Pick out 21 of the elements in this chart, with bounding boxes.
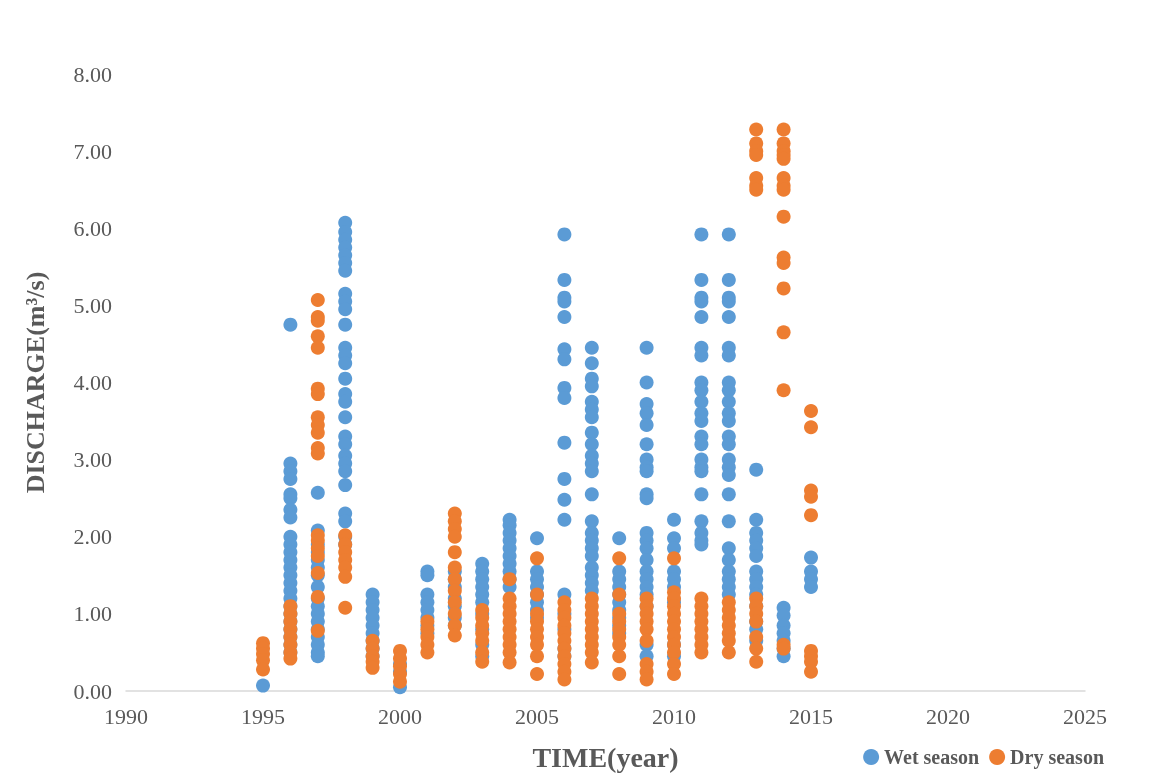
y-tick-label: 2.00	[73, 524, 112, 550]
legend-label: Dry season	[1010, 746, 1104, 769]
y-tick-label: 0.00	[73, 678, 112, 704]
x-tick-label: 2010	[652, 703, 696, 729]
y-tick-label: 4.00	[73, 370, 112, 395]
x-axis-title: TIME(year)	[532, 741, 679, 773]
x-tick-label: 2000	[378, 703, 422, 729]
x-tick-label: 1990	[104, 703, 148, 729]
x-tick-label: 2015	[789, 703, 833, 729]
y-tick-label: 6.00	[73, 215, 112, 241]
y-tick-label: 3.00	[73, 447, 112, 473]
x-tick-label: 2025	[1063, 703, 1107, 729]
x-tick-label: 2020	[926, 703, 970, 729]
x-tick-label: 1995	[241, 703, 285, 729]
y-tick-label: 7.00	[73, 138, 112, 164]
y-tick-label: 1.00	[73, 601, 112, 627]
y-axis-title: DISCHARGE(m³/s)	[20, 271, 50, 494]
x-tick-label: 2005	[515, 703, 559, 729]
legend-label: Wet season	[884, 746, 980, 768]
y-tick-label: 8.00	[73, 61, 112, 87]
y-tick-label: 5.00	[73, 292, 112, 318]
